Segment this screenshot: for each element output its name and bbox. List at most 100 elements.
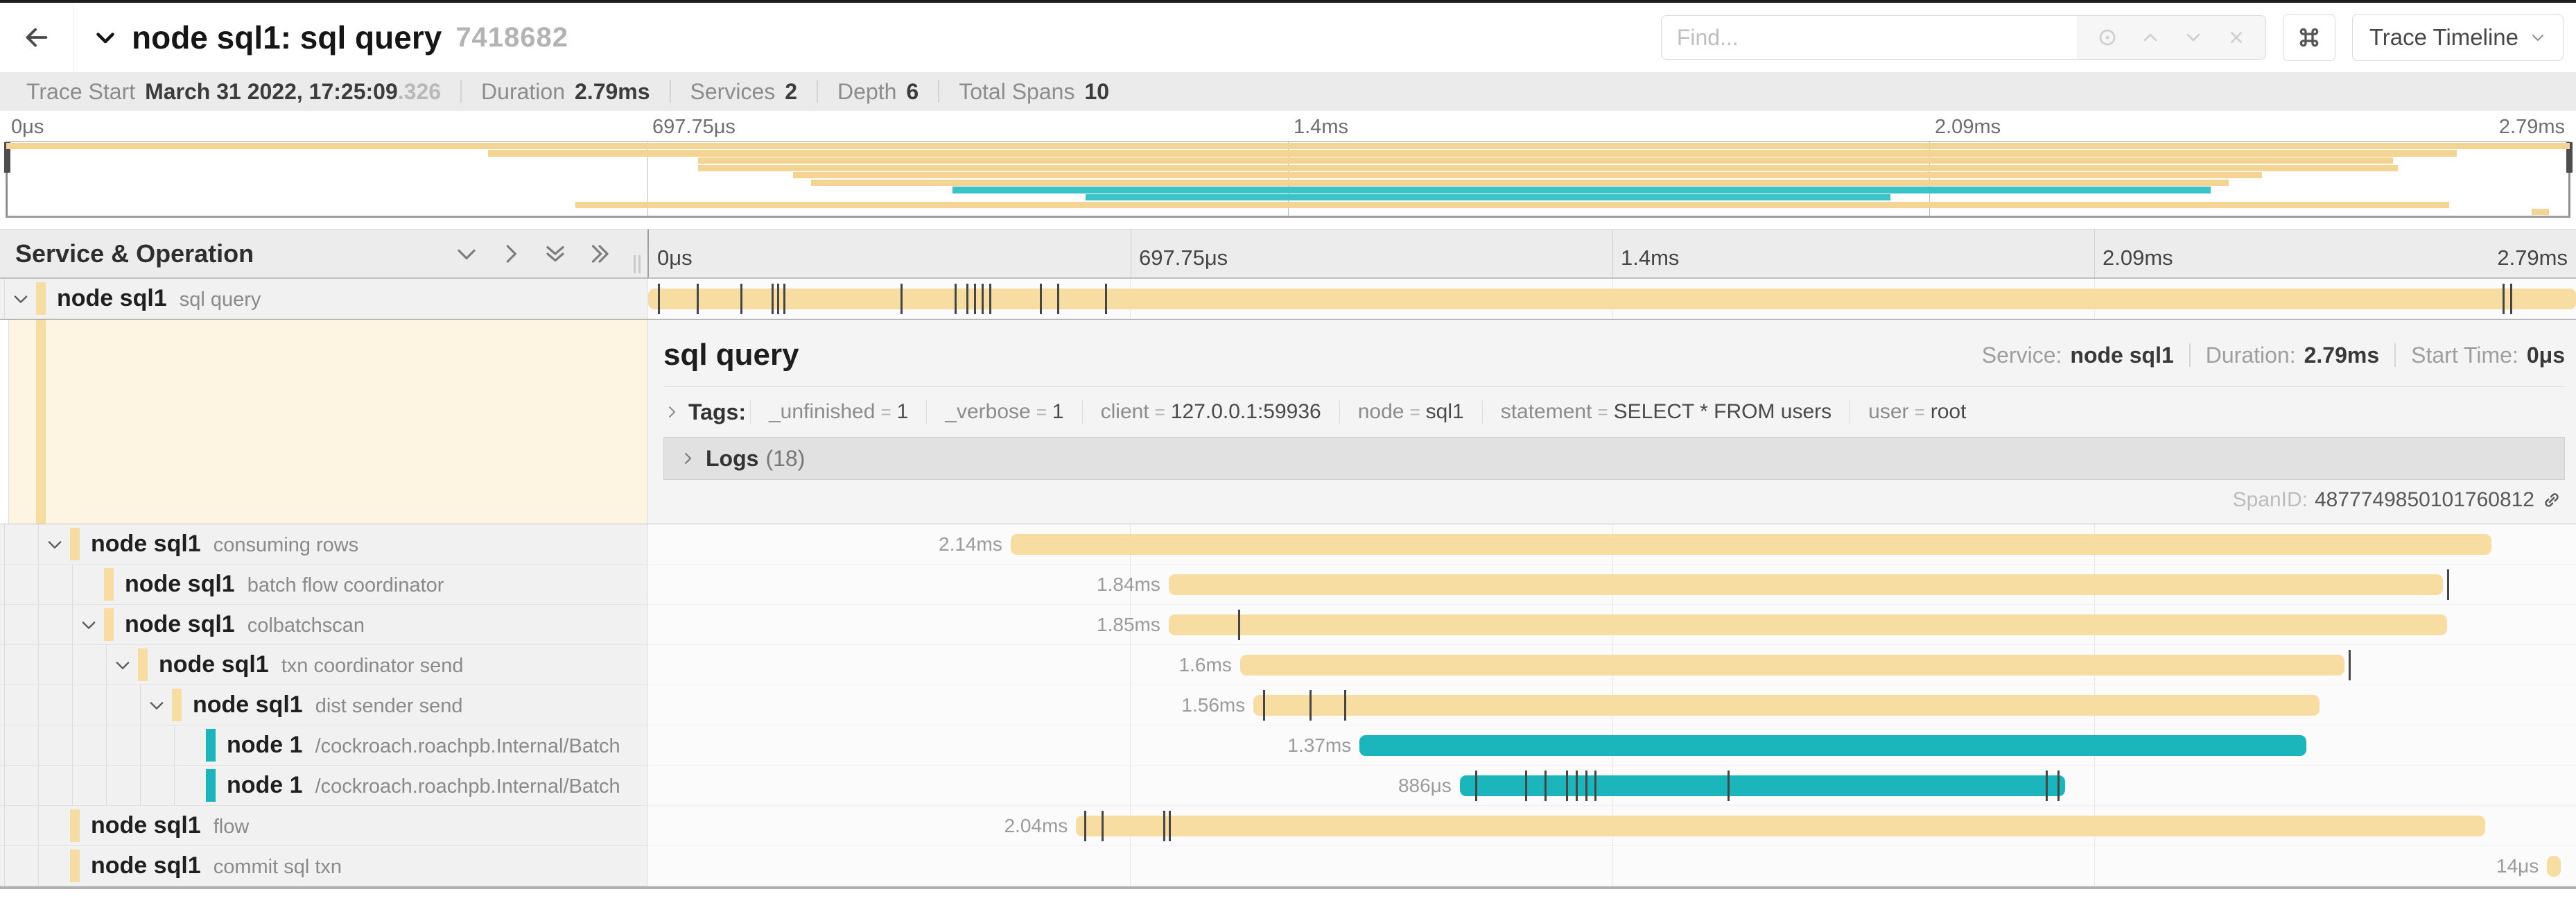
span-timeline-cell[interactable]: 2.04ms — [647, 806, 2576, 846]
collapse-all-icon[interactable] — [542, 241, 568, 267]
span-bar[interactable] — [1076, 816, 2486, 836]
tree-guide-line — [106, 766, 107, 805]
span-name-cell[interactable]: node sql1 sql query — [0, 279, 647, 319]
log-tick[interactable] — [777, 284, 780, 314]
span-bar[interactable] — [1359, 735, 2306, 756]
log-tick[interactable] — [771, 284, 774, 314]
expand-chevron-icon[interactable] — [11, 289, 31, 309]
span-bar[interactable] — [2547, 856, 2561, 877]
log-tick[interactable] — [1343, 690, 1346, 721]
log-tick[interactable] — [973, 284, 976, 314]
span-timeline-cell[interactable]: 886μs — [647, 766, 2576, 806]
view-selector-button[interactable]: Trace Timeline — [2351, 14, 2564, 61]
span-name-cell[interactable]: node sql1 colbatchscan — [0, 605, 647, 645]
log-tick[interactable] — [1525, 771, 1528, 801]
minimap-scrubber-right[interactable] — [2566, 142, 2573, 216]
log-tick[interactable] — [657, 284, 660, 314]
span-timeline-cell[interactable]: 1.84ms — [647, 565, 2576, 605]
expand-chevron-icon[interactable] — [45, 535, 64, 554]
detail-title: sql query — [663, 338, 799, 372]
log-tick[interactable] — [1544, 771, 1547, 801]
span-bar[interactable] — [1253, 695, 2320, 716]
log-tick[interactable] — [1575, 771, 1578, 801]
log-tick[interactable] — [966, 284, 968, 314]
log-tick[interactable] — [1056, 284, 1059, 314]
log-tick[interactable] — [1084, 811, 1086, 841]
tree-guide-line — [38, 645, 39, 685]
prev-match-icon[interactable] — [2139, 26, 2161, 49]
span-timeline-cell[interactable]: 1.56ms — [647, 685, 2576, 725]
expand-chevron-icon[interactable] — [147, 696, 166, 715]
log-tick[interactable] — [2046, 771, 2048, 801]
span-name-cell[interactable]: node sql1 batch flow coordinator — [0, 565, 647, 605]
span-timeline-cell[interactable]: 2.14ms — [647, 524, 2576, 565]
link-icon[interactable] — [2541, 490, 2562, 510]
column-resizer[interactable] — [634, 255, 641, 273]
log-tick[interactable] — [1263, 690, 1266, 721]
log-tick[interactable] — [1163, 811, 1165, 841]
log-tick[interactable] — [2503, 284, 2505, 314]
expand-all-icon[interactable] — [586, 241, 613, 267]
log-tick[interactable] — [2446, 569, 2449, 600]
log-tick[interactable] — [1585, 771, 1587, 801]
span-bar[interactable] — [1459, 775, 2066, 796]
tags-row[interactable]: Tags: _unfinished 1 _verbose 1 client 127.0.0… — [663, 387, 2565, 437]
log-tick[interactable] — [1237, 610, 1240, 640]
gridline — [1130, 766, 1131, 805]
log-tick[interactable] — [1105, 284, 1108, 314]
log-tick[interactable] — [1475, 771, 1478, 801]
span-timeline-cell[interactable]: 1.6ms — [647, 645, 2576, 685]
log-tick[interactable] — [2348, 650, 2351, 680]
log-tick[interactable] — [1565, 771, 1568, 801]
span-timeline-cell[interactable] — [647, 279, 2576, 319]
axis-tick-label: 1.4ms — [1294, 116, 1348, 138]
log-tick[interactable] — [982, 284, 984, 314]
log-tick[interactable] — [900, 284, 903, 314]
service-color-strip — [104, 568, 114, 601]
trace-minimap[interactable] — [4, 141, 2573, 218]
keyboard-shortcuts-button[interactable] — [2282, 14, 2335, 61]
span-timeline-cell[interactable]: 14μs — [647, 846, 2576, 886]
clear-find-icon[interactable] — [2225, 26, 2247, 49]
log-tick[interactable] — [1168, 811, 1171, 841]
span-name-cell[interactable]: node sql1 consuming rows — [0, 524, 647, 565]
back-button[interactable] — [0, 3, 73, 72]
log-tick[interactable] — [955, 284, 957, 314]
span-bar[interactable] — [648, 289, 2576, 309]
span-name-cell[interactable]: node 1/cockroach.roachpb.Internal/Batch — [0, 725, 647, 766]
span-timeline-cell[interactable]: 1.85ms — [647, 605, 2576, 645]
collapse-one-icon[interactable] — [453, 241, 480, 267]
log-tick[interactable] — [740, 284, 743, 314]
log-tick[interactable] — [1728, 771, 1730, 801]
expand-chevron-icon[interactable] — [79, 615, 98, 635]
expand-chevron-icon[interactable] — [113, 655, 132, 675]
log-tick[interactable] — [989, 284, 992, 314]
tree-guide-line — [4, 766, 5, 805]
span-name-cell[interactable]: node sql1 commit sql txn — [0, 846, 647, 886]
logs-row[interactable]: Logs (18) — [663, 437, 2565, 480]
span-name-cell[interactable]: node sql1 txn coordinator send — [0, 645, 647, 685]
minimap-scrubber-left[interactable] — [4, 142, 10, 216]
collapse-trace-chevron-icon[interactable] — [93, 25, 118, 50]
next-match-icon[interactable] — [2182, 26, 2204, 49]
span-name-cell[interactable]: node 1/cockroach.roachpb.Internal/Batch — [0, 766, 647, 806]
span-bar[interactable] — [1168, 614, 2447, 635]
log-tick[interactable] — [2057, 771, 2060, 801]
log-tick[interactable] — [1309, 690, 1312, 721]
span-name-cell[interactable]: node sql1 flow — [0, 806, 647, 846]
span-bar[interactable] — [1168, 574, 2444, 595]
span-name-cell[interactable]: node sql1 dist sender send — [0, 685, 647, 725]
find-input[interactable] — [1661, 16, 2078, 59]
log-tick[interactable] — [1594, 771, 1597, 801]
log-tick[interactable] — [2510, 284, 2513, 314]
log-tick[interactable] — [1039, 284, 1042, 314]
span-bar[interactable] — [1239, 655, 2345, 676]
log-tick[interactable] — [696, 284, 699, 314]
span-timeline-cell[interactable]: 1.37ms — [647, 725, 2576, 766]
expand-one-icon[interactable] — [498, 241, 524, 267]
tree-guide-line — [174, 766, 175, 805]
log-tick[interactable] — [783, 284, 785, 314]
aim-icon[interactable] — [2096, 26, 2118, 49]
log-tick[interactable] — [1101, 811, 1104, 841]
span-bar[interactable] — [1010, 534, 2491, 555]
